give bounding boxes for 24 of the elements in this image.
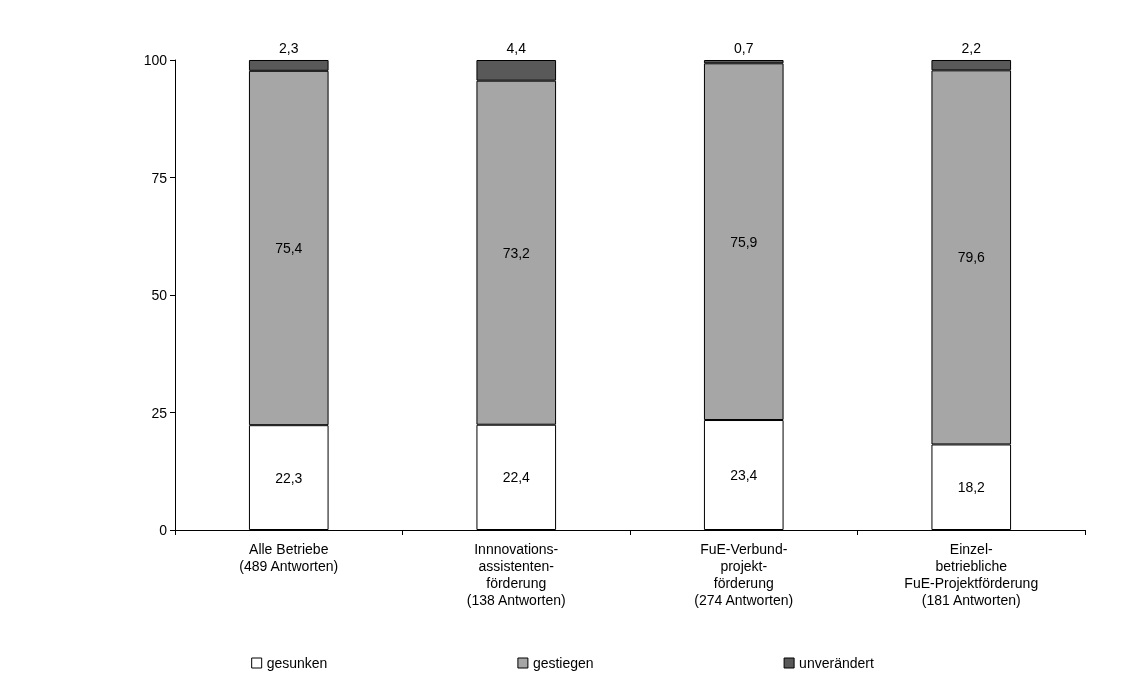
data-label: 4,4: [506, 40, 527, 56]
data-label: 22,4: [502, 469, 531, 486]
y-tick-label: 50: [151, 287, 168, 303]
x-tick-label: Einzel- betriebliche FuE-Projektförderung (181 Antworten): [904, 540, 1039, 608]
data-label: 0,7: [734, 40, 754, 56]
data-label: 2,2: [961, 40, 982, 56]
data-label: 2,3: [279, 40, 299, 56]
legend-label: unverändert: [799, 655, 874, 671]
data-label: 22,3: [275, 469, 303, 486]
x-tick-label: Alle Betriebe (489 Antworten): [239, 540, 339, 574]
x-tick-label: FuE-Verbund- projekt- förderung (274 Antworten): [694, 540, 794, 608]
y-tick-label: 100: [143, 52, 168, 68]
legend-label: gestiegen: [532, 655, 594, 671]
data-label: 18,2: [957, 479, 986, 496]
data-label: 79,6: [957, 249, 986, 266]
data-label: 73,2: [502, 244, 531, 261]
y-tick-label: 0: [159, 522, 168, 538]
data-label: 75,4: [275, 240, 303, 256]
data-label: 75,9: [730, 233, 758, 250]
y-tick-label: 75: [151, 169, 168, 186]
legend-label: gesunken: [266, 655, 328, 671]
data-label: 23,4: [730, 467, 758, 484]
y-tick-label: 25: [151, 404, 168, 421]
x-tick-label: Innnovations- assistenten- förderung (138 Antworten): [466, 540, 566, 608]
